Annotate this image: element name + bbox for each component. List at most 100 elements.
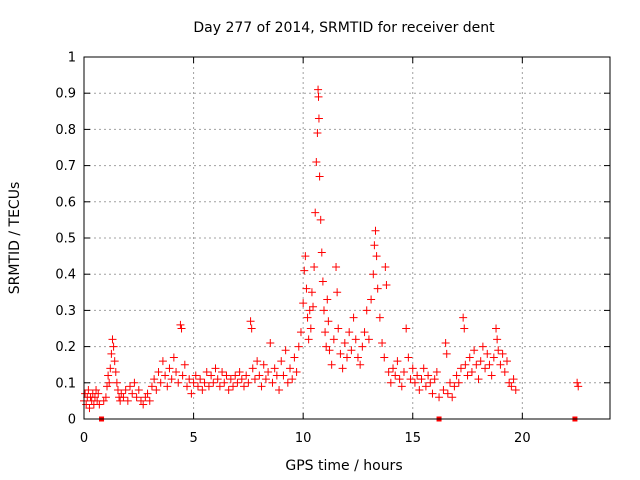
data-point [371, 226, 380, 235]
data-point [574, 382, 583, 391]
data-point [492, 324, 501, 333]
x-tick-label: 0 [80, 431, 88, 446]
data-point [389, 364, 398, 373]
y-tick-label: 0.3 [55, 304, 76, 319]
data-point [353, 353, 362, 362]
data-point [367, 295, 376, 304]
data-point [338, 364, 347, 373]
data-point [391, 371, 400, 380]
data-point [502, 357, 511, 366]
data-point [229, 382, 238, 391]
data-point [460, 324, 469, 333]
data-point [113, 386, 122, 395]
data-point [222, 371, 231, 380]
data-point [261, 375, 270, 384]
data-point [327, 360, 336, 369]
data-point [226, 375, 235, 384]
data-point [349, 313, 358, 322]
data-point [288, 375, 297, 384]
y-tick-label: 0.7 [55, 159, 76, 174]
data-point [461, 360, 470, 369]
data-point [370, 241, 379, 250]
data-point [435, 393, 444, 402]
data-point [132, 393, 141, 402]
data-point [494, 346, 503, 355]
y-tick-label: 0.1 [55, 376, 76, 391]
data-point [136, 396, 145, 405]
data-point [218, 367, 227, 376]
data-point [108, 335, 117, 344]
data-point [84, 386, 93, 395]
data-point [324, 317, 333, 326]
data-point [478, 342, 487, 351]
data-point [485, 360, 494, 369]
data-point [312, 157, 321, 166]
data-point [314, 92, 323, 101]
data-point [143, 389, 152, 398]
data-point [95, 400, 104, 409]
data-point [165, 364, 174, 373]
data-point [384, 367, 393, 376]
data-point [202, 367, 211, 376]
data-point [332, 262, 341, 271]
data-point [167, 375, 176, 384]
data-point [300, 266, 309, 275]
data-point [121, 386, 130, 395]
data-point [395, 375, 404, 384]
data-point [340, 338, 349, 347]
data-point [317, 248, 326, 257]
data-point [275, 386, 284, 395]
x-tick-label: 15 [404, 431, 421, 446]
data-point [279, 371, 288, 380]
data-point [154, 367, 163, 376]
data-point [419, 364, 428, 373]
data-point [224, 386, 233, 395]
data-point [424, 371, 433, 380]
data-point [294, 342, 303, 351]
data-point [375, 313, 384, 322]
data-point [313, 129, 322, 138]
data-point [450, 382, 459, 391]
data-point [150, 375, 159, 384]
data-point [231, 371, 240, 380]
data-point [381, 262, 390, 271]
data-point [470, 346, 479, 355]
data-point [239, 382, 248, 391]
data-point [174, 378, 183, 387]
data-point [356, 360, 365, 369]
data-point [270, 364, 279, 373]
data-point [358, 342, 367, 351]
data-point [360, 328, 369, 337]
data-point [315, 172, 324, 181]
data-point [156, 378, 165, 387]
data-point [372, 252, 381, 261]
data-point [487, 371, 496, 380]
y-tick-label: 0.8 [55, 123, 76, 138]
data-point [200, 378, 209, 387]
data-point [430, 375, 439, 384]
data-point [94, 389, 103, 398]
data-point [369, 270, 378, 279]
data-point [316, 215, 325, 224]
data-point [325, 346, 334, 355]
data-point [493, 335, 502, 344]
data-point [187, 389, 196, 398]
data-point [145, 396, 154, 405]
data-points [80, 85, 583, 422]
data-point [304, 335, 313, 344]
data-point [329, 335, 338, 344]
data-point [264, 367, 273, 376]
data-point [107, 349, 116, 358]
data-point [421, 382, 430, 391]
data-point [336, 349, 345, 358]
data-point [334, 324, 343, 333]
data-point [128, 389, 137, 398]
data-point [467, 367, 476, 376]
data-point [380, 353, 389, 362]
y-tick-label: 0.5 [55, 232, 76, 247]
data-point [302, 284, 311, 293]
data-point [399, 367, 408, 376]
data-point [322, 342, 331, 351]
data-point [242, 371, 251, 380]
